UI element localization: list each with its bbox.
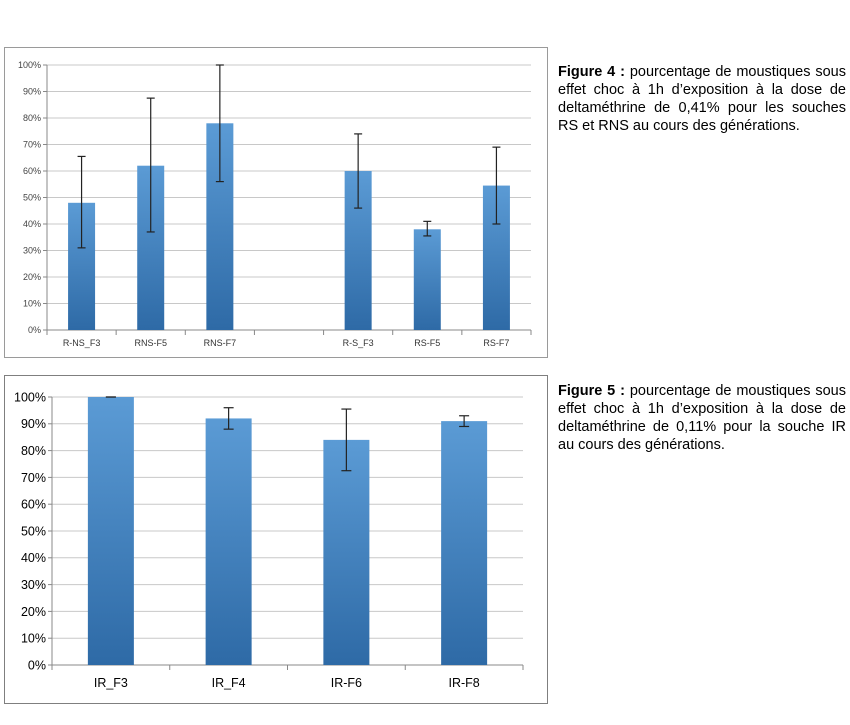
y-tick-label: 100% <box>14 390 46 404</box>
y-tick-label: 90% <box>21 417 46 431</box>
figure5-chart: 0% 10% 20% 30% 40% 50% 60% 70% 80% 90% 100% IR_F3 IR… <box>4 375 548 704</box>
x-category-label: RS-F5 <box>414 338 440 348</box>
figure4-chart: 0% 10% 20% 30% 40% 50% 60% 70% 80% 90% 100% R-NS_F3… <box>4 47 548 358</box>
y-tick-label: 70% <box>21 471 46 485</box>
bar <box>205 418 252 665</box>
y-tick-label: 0% <box>28 658 46 672</box>
y-tick-label: 10% <box>23 299 41 309</box>
y-tick-label: 10% <box>21 632 46 646</box>
y-tick-label: 90% <box>23 87 41 97</box>
x-category-label: RNS-F7 <box>204 338 237 348</box>
figure5-caption: Figure 5 : pourcentage de moustiques sou… <box>558 382 846 454</box>
y-tick-label: 30% <box>21 578 46 592</box>
figure4-caption-lead: Figure 4 : <box>558 64 625 80</box>
figure5-caption-lead: Figure 5 : <box>558 383 625 399</box>
bar <box>413 229 441 330</box>
x-category-label: IR-F6 <box>331 676 362 690</box>
x-category-label: R-S_F3 <box>343 338 374 348</box>
figure4-bar-chart: 0% 10% 20% 30% 40% 50% 60% 70% 80% 90% 100% R-NS_F3… <box>18 60 532 348</box>
y-tick-label: 100% <box>18 60 41 70</box>
figure5-caption-text: pourcentage de moustiques sous effet cho… <box>558 383 846 453</box>
figure4-caption: Figure 4 : pourcentage de moustiques sou… <box>558 63 846 135</box>
x-category-label: R-NS_F3 <box>63 338 101 348</box>
y-tick-label: 0% <box>28 325 41 335</box>
x-category-label: RNS-F5 <box>134 338 167 348</box>
figure5-bar-chart: 0% 10% 20% 30% 40% 50% 60% 70% 80% 90% 100% IR_F3 IR… <box>14 390 524 690</box>
y-tick-label: 60% <box>21 498 46 512</box>
y-tick-label: 20% <box>21 605 46 619</box>
y-tick-label: 20% <box>23 272 41 282</box>
y-tick-label: 40% <box>21 551 46 565</box>
bar <box>323 439 370 665</box>
x-category-label: IR-F8 <box>449 676 480 690</box>
y-tick-label: 80% <box>21 444 46 458</box>
y-tick-label: 60% <box>23 166 41 176</box>
y-tick-label: 40% <box>23 219 41 229</box>
x-category-label: IR_F3 <box>94 676 128 690</box>
x-category-label: IR_F4 <box>212 676 246 690</box>
y-tick-label: 50% <box>23 193 41 203</box>
figure4-caption-text: pourcentage de moustiques sous effet cho… <box>558 64 846 134</box>
y-tick-label: 30% <box>23 246 41 256</box>
y-tick-label: 70% <box>23 140 41 150</box>
x-category-label: RS-F7 <box>483 338 509 348</box>
y-tick-label: 80% <box>23 113 41 123</box>
bar <box>441 421 488 665</box>
y-tick-label: 50% <box>21 524 46 538</box>
bar <box>87 397 134 665</box>
